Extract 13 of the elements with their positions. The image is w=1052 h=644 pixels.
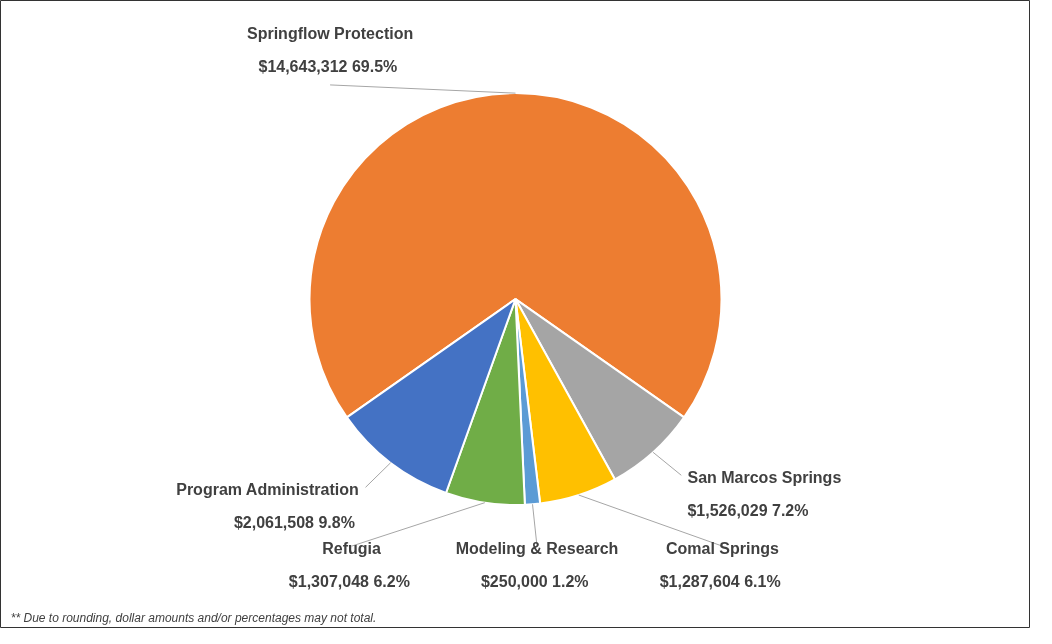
data-label: $2,061,508 9.8% (233, 513, 355, 531)
data-label: $1,307,048 6.2% (288, 572, 410, 590)
slice-label: Program Administration (176, 480, 359, 498)
data-label: $1,526,029 7.2% (687, 501, 809, 519)
slice-label: Springflow Protection (246, 24, 414, 42)
slice-label: Comal Springs (665, 539, 779, 557)
slice-label: Modeling & Research (455, 539, 619, 557)
slice-label: Refugia (322, 539, 382, 557)
data-label: $1,287,604 6.1% (659, 572, 781, 590)
data-label: $250,000 1.2% (480, 572, 589, 590)
text: ** Due to rounding, dollar amounts and/or percentages may not total. (10, 611, 377, 626)
data-label: $14,643,312 69.5% (258, 57, 398, 75)
slice-label: San Marcos Springs (687, 468, 842, 486)
